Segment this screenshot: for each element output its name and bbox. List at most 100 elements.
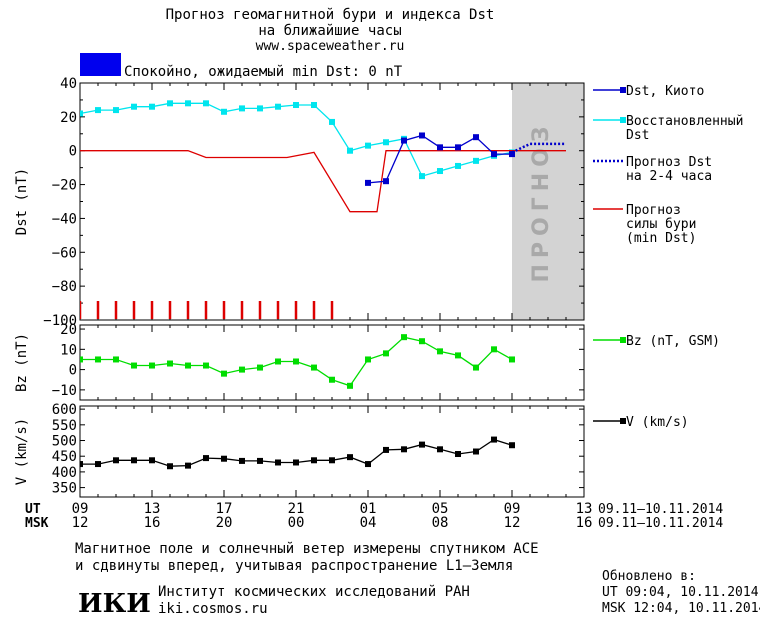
- dst-kyoto-point: [383, 178, 389, 185]
- dst-kyoto-point: [365, 179, 371, 186]
- dst-restored-point: [311, 102, 317, 109]
- legend-label: Dst, Киото: [626, 84, 704, 99]
- bz-point: [365, 356, 371, 363]
- legend-entry-bz: Bz (nT, GSM): [593, 334, 720, 349]
- y-tick-label: −40: [52, 211, 77, 227]
- dst-restored-point: [473, 157, 479, 164]
- forecast-zone: [512, 83, 584, 320]
- bz-point: [329, 376, 335, 383]
- bz-point: [419, 338, 425, 345]
- msk-tick-label: 16: [576, 515, 593, 531]
- legend-label: на 2-4 часа: [626, 169, 712, 184]
- dst-restored-point: [329, 118, 335, 125]
- dst-panel: ПРОГНОЗ 40 20 0 −20 −40 −60 −80 −100 Dst (nT) Dst,…: [14, 76, 743, 329]
- speed-point: [257, 457, 263, 464]
- legend-label: Dst: [626, 128, 649, 143]
- speed-point: [113, 457, 119, 464]
- speed-point: [131, 457, 137, 464]
- y-tick-label: 20: [60, 110, 77, 126]
- bz-point: [473, 364, 479, 371]
- speed-point: [185, 462, 191, 469]
- speed-point: [419, 441, 425, 448]
- measurement-note-line2: и сдвинуты вперед, учитывая распростране…: [75, 558, 513, 574]
- dst-restored-point: [203, 100, 209, 107]
- speed-point: [167, 463, 173, 470]
- bz-point: [221, 370, 227, 377]
- bz-point: [167, 360, 173, 367]
- legend-label: силы бури: [626, 217, 696, 232]
- ut-tick-label: 17: [216, 501, 233, 517]
- ut-tick-label: 21: [288, 501, 305, 517]
- y-axis-label: Dst (nT): [14, 168, 30, 235]
- dst-restored-point: [383, 139, 389, 146]
- plot-frame: [79, 405, 585, 498]
- speed-point: [203, 455, 209, 462]
- bz-point: [185, 362, 191, 369]
- bz-point: [257, 364, 263, 371]
- dst-kyoto-point: [401, 137, 407, 144]
- msk-axis-label: MSK: [25, 516, 49, 531]
- speed-point: [149, 457, 155, 464]
- plot-frame: [79, 324, 585, 401]
- legend-entry-speed: V (km/s): [593, 415, 689, 430]
- y-tick-label: 550: [52, 418, 77, 434]
- y-tick-label: 10: [60, 342, 77, 358]
- legend-marker: [620, 87, 626, 93]
- updated-msk: MSK 12:04, 10.11.2014: [602, 601, 760, 616]
- speed-point: [311, 457, 317, 464]
- legend-label: Bz (nT, GSM): [626, 334, 720, 349]
- updated-ut: UT 09:04, 10.11.2014: [602, 585, 759, 600]
- storm-forecast-series-line: [80, 150, 566, 213]
- data-layer: [80, 334, 515, 389]
- y-axis-label: Bz (nT): [14, 333, 30, 392]
- y-axis-label: V (km/s): [14, 418, 30, 485]
- speed-point: [293, 459, 299, 466]
- y-tick-label: −80: [52, 279, 77, 295]
- iki-logo-text: ИКИ: [78, 589, 151, 619]
- bz-point: [455, 352, 461, 359]
- bz-point: [491, 346, 497, 353]
- bz-point: [131, 362, 137, 369]
- dst-kyoto-point: [509, 151, 515, 158]
- bz-panel: 20 10 0 −10 Bz (nT) Bz (nT, GSM): [14, 322, 720, 401]
- dst-restored-point: [80, 110, 83, 117]
- legend-marker: [620, 117, 626, 123]
- speed-point: [239, 457, 245, 464]
- y-tick-label: 350: [52, 481, 77, 497]
- ut-tick-label: 09: [72, 501, 89, 517]
- dst-restored-point: [185, 100, 191, 107]
- bz-point: [95, 356, 101, 363]
- status-swatch: [80, 53, 121, 76]
- ut-tick-label: 13: [576, 501, 593, 517]
- speed-point: [80, 461, 83, 468]
- bz-point: [113, 356, 119, 363]
- y-tick-label: 450: [52, 449, 77, 465]
- dst-restored-point: [113, 107, 119, 114]
- page-subtitle: на ближайшие часы: [258, 23, 401, 39]
- dst-restored-point: [275, 103, 281, 110]
- bz-point: [509, 356, 515, 363]
- speed-point: [509, 442, 515, 449]
- updated-label: Обновлено в:: [602, 569, 696, 584]
- dst-restored-point: [95, 107, 101, 114]
- y-tick-label: 0: [69, 363, 77, 379]
- y-tick-label: 40: [60, 76, 77, 92]
- site-url: www.spaceweather.ru: [256, 39, 405, 54]
- y-tick-label: 0: [69, 144, 77, 160]
- msk-tick-label: 04: [360, 515, 377, 531]
- speed-point: [437, 446, 443, 453]
- plot-frame: [79, 82, 585, 321]
- y-tick-label: 500: [52, 434, 77, 450]
- y-tick-label: −100: [43, 313, 77, 329]
- speed-point: [473, 448, 479, 455]
- dst-kyoto-point: [455, 144, 461, 151]
- y-tick-label: 20: [60, 322, 77, 338]
- y-tick-label: 400: [52, 465, 77, 481]
- ut-tick-label: 05: [432, 501, 449, 517]
- bz-point: [401, 334, 407, 341]
- speed-point: [221, 455, 227, 462]
- msk-tick-label: 08: [432, 515, 449, 531]
